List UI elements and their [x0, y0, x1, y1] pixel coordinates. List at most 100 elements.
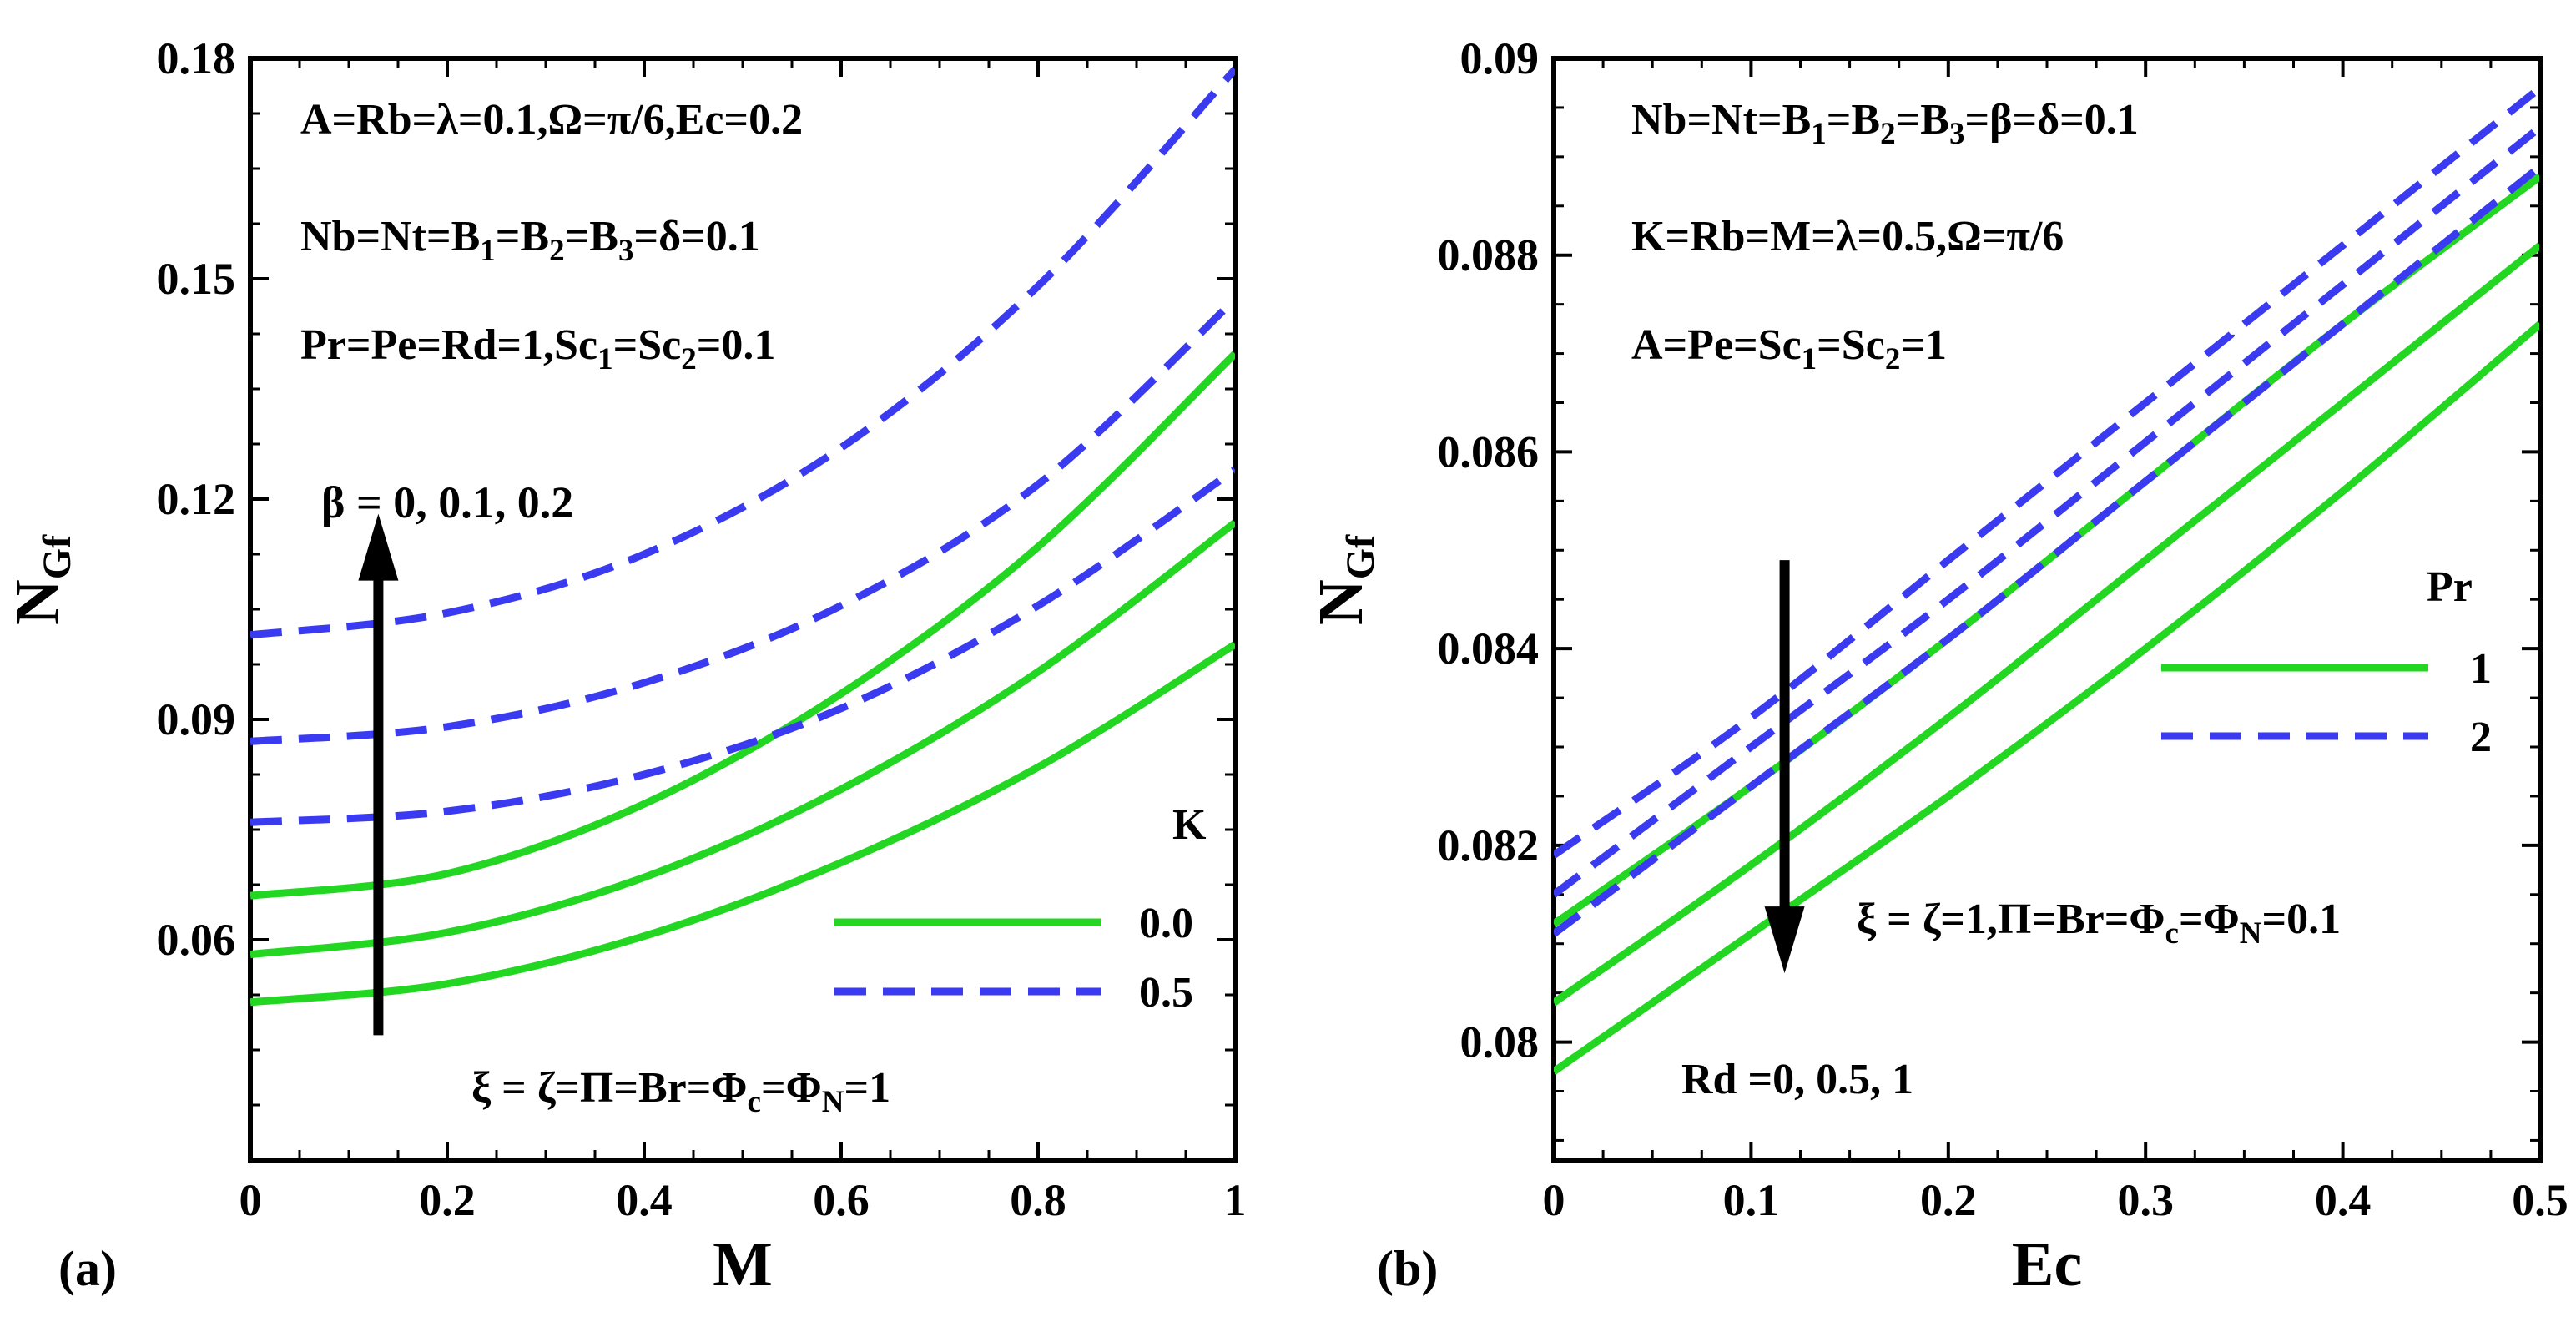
annotation-subscript: 3	[618, 234, 634, 268]
annotation-subscript: 1	[1811, 117, 1827, 151]
annotation-segment: Nb=Nt=B	[1631, 96, 1811, 144]
legend-title: Pr	[2427, 563, 2473, 611]
annotation-segment: ξ = ζ=Π=Br=Φ	[471, 1064, 748, 1112]
series-line	[250, 467, 1235, 826]
y-tick-label: 0.15	[157, 254, 236, 304]
annotation-subscript: 3	[1949, 117, 1965, 151]
x-tick-label: 0.5	[2512, 1175, 2568, 1225]
trend-arrow-head	[1764, 906, 1805, 974]
x-tick-label: 0	[239, 1175, 262, 1225]
annotation: Nb=Nt=B1=B2=B3=β=δ=0.1	[1631, 96, 2139, 151]
y-tick-label: 0.088	[1438, 230, 1540, 280]
annotation: ξ = ζ=1,Π=Br=Φc=ΦN=0.1	[1857, 896, 2341, 951]
series-line	[250, 641, 1235, 1007]
x-tick-label: 0.8	[1010, 1175, 1066, 1225]
annotation-segment: ξ = ζ=1,Π=Br=Φ	[1857, 896, 2165, 943]
x-axis-label: Ec	[2012, 1229, 2082, 1299]
annotation-segment: =Φ	[761, 1064, 822, 1112]
x-tick-label: 0.2	[1920, 1175, 1977, 1225]
annotation-segment: =δ=0.1	[633, 213, 759, 260]
annotation-segment: =Sc	[1817, 321, 1885, 369]
annotation-subscript: N	[2240, 916, 2262, 951]
annotation-subscript: 2	[549, 234, 565, 268]
annotation-segment: =B	[565, 213, 618, 260]
annotation-segment: =Φ	[2179, 896, 2240, 943]
series-line	[1554, 164, 2539, 937]
y-tick-label: 0.086	[1438, 426, 1540, 477]
annotation-subscript: c	[748, 1085, 761, 1119]
series-line	[250, 519, 1235, 959]
series-line	[250, 67, 1235, 639]
annotation: β = 0, 0.1, 0.2	[321, 477, 573, 527]
series-line	[1554, 124, 2539, 898]
annotation-segment: =1	[844, 1064, 890, 1112]
y-tick-label: 0.082	[1438, 820, 1540, 870]
legend-entry-label: 2	[2470, 714, 2492, 761]
annotation-segment: =1	[1900, 321, 1947, 369]
chart-panel-a: 0 0.2 0.4 0.6 0.8 10.060.090.120.150.18MNGf(a…	[3, 33, 1247, 1299]
x-tick-label: 1	[1224, 1175, 1247, 1225]
y-tick-label: 0.08	[1460, 1017, 1540, 1067]
series-line	[1554, 320, 2539, 1075]
x-tick-label: 0.4	[616, 1175, 673, 1225]
panel-label: (b)	[1377, 1241, 1438, 1296]
series-line	[250, 351, 1235, 900]
annotation-segment: =Sc	[613, 321, 682, 369]
y-axis-label: NGf	[1306, 534, 1383, 625]
annotation-segment: =β=δ=0.1	[1964, 96, 2138, 144]
legend-entry-label: 0.5	[1139, 969, 1193, 1017]
y-tick-label: 0.18	[157, 33, 236, 83]
annotation: Nb=Nt=B1=B2=B3=δ=0.1	[300, 213, 760, 268]
x-tick-label: 0.2	[419, 1175, 476, 1225]
annotation-segment: A=Rb=λ=0.1,Ω=π/6,Ec=0.2	[300, 96, 803, 144]
x-tick-label: 0.3	[2117, 1175, 2174, 1225]
annotation-segment: =0.1	[697, 321, 776, 369]
annotation-segment: =0.1	[2261, 896, 2341, 943]
legend-entry-label: 0.0	[1139, 900, 1193, 947]
legend: K 0.0 0.5	[834, 801, 1207, 1017]
y-tick-label: 0.09	[157, 694, 236, 744]
annotation-segment: Pr=Pe=Rd=1,Sc	[300, 321, 597, 369]
annotation-segment: =B	[496, 213, 549, 260]
chart-panel-b: 0 0.1 0.2 0.3 0.4 0.5 0.08 0.082 0.084 0.086 0.088…	[1306, 33, 2568, 1299]
annotation-segment: =B	[1827, 96, 1880, 144]
x-axis-label: M	[713, 1229, 773, 1299]
series-line	[1554, 242, 2539, 1007]
x-tick-label: 0.4	[2315, 1175, 2372, 1225]
annotation-segment: =B	[1896, 96, 1949, 144]
annotation-subscript: 1	[480, 234, 496, 268]
annotation-subscript: N	[822, 1085, 844, 1119]
annotation: Pr=Pe=Rd=1,Sc1=Sc2=0.1	[300, 321, 775, 376]
annotation: A=Pe=Sc1=Sc2=1	[1631, 321, 1947, 376]
trend-arrow-head	[358, 513, 399, 581]
series-group	[250, 67, 1235, 1007]
annotation-segment: Nb=Nt=B	[300, 213, 480, 260]
series-line	[1554, 84, 2539, 859]
annotation-segment: K=Rb=M=λ=0.5,Ω=π/6	[1631, 213, 2064, 260]
y-tick-label: 0.084	[1438, 623, 1540, 674]
y-axis-label: NGf	[3, 534, 79, 625]
x-tick-label: 0.1	[1723, 1175, 1780, 1225]
annotation-subscript: 2	[1885, 342, 1901, 376]
x-tick-label: 0.6	[813, 1175, 870, 1225]
series-group	[1554, 84, 2539, 1075]
legend: Pr 1 2	[2161, 563, 2492, 761]
annotation-subscript: 2	[681, 342, 697, 376]
legend-entry-label: 1	[2470, 645, 2492, 693]
series-line	[1554, 173, 2539, 927]
y-axis-label-sub: Gf	[35, 534, 79, 579]
y-axis-label-sub: Gf	[1338, 534, 1383, 579]
annotation-subscript: 1	[1802, 342, 1817, 376]
annotation-subscript: c	[2165, 916, 2179, 951]
annotation: ξ = ζ=Π=Br=Φc=ΦN=1	[471, 1064, 890, 1119]
y-tick-label: 0.09	[1460, 33, 1540, 83]
x-tick-label: 0	[1543, 1175, 1565, 1225]
annotation: A=Rb=λ=0.1,Ω=π/6,Ec=0.2	[300, 96, 803, 144]
annotation: K=Rb=M=λ=0.5,Ω=π/6	[1631, 213, 2064, 260]
panel-label: (a)	[58, 1241, 117, 1296]
y-tick-label: 0.06	[157, 915, 236, 965]
annotation-subscript: 1	[597, 342, 613, 376]
legend-title: K	[1172, 801, 1207, 849]
annotation-segment: A=Pe=Sc	[1631, 321, 1802, 369]
